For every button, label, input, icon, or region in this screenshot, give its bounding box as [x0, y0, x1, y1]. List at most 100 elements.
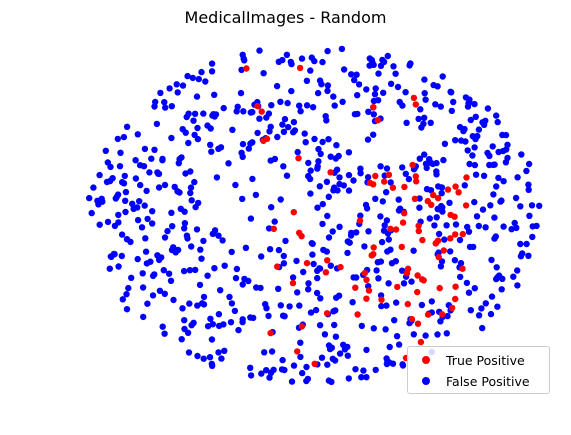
data-point-false-positive: [394, 83, 402, 91]
data-point-false-positive: [170, 296, 177, 304]
data-point-false-positive: [423, 185, 431, 193]
data-point-false-positive: [217, 144, 225, 151]
data-point-false-positive: [325, 234, 333, 241]
data-point-false-positive: [490, 191, 497, 198]
data-point-false-positive: [471, 100, 478, 108]
data-point-false-positive: [303, 102, 311, 109]
data-point-true-positive: [323, 310, 331, 317]
data-point-true-positive: [447, 211, 454, 219]
data-point-false-positive: [288, 87, 295, 95]
data-point-false-positive: [427, 159, 435, 166]
data-point-false-positive: [181, 317, 188, 324]
data-point-true-positive: [354, 311, 361, 318]
data-point-false-positive: [125, 284, 132, 292]
data-point-false-positive: [385, 280, 392, 287]
data-point-true-positive: [448, 304, 456, 312]
data-point-false-positive: [421, 151, 428, 158]
data-point-false-positive: [434, 331, 441, 338]
data-point-false-positive: [462, 138, 469, 145]
data-point-false-positive: [525, 186, 532, 193]
data-point-false-positive: [198, 255, 205, 262]
data-point-false-positive: [194, 352, 201, 360]
data-point-false-positive: [155, 170, 162, 177]
data-point-false-positive: [221, 262, 228, 269]
data-point-false-positive: [443, 330, 450, 337]
data-point-false-positive: [219, 237, 226, 244]
data-point-false-positive: [332, 333, 340, 340]
data-point-false-positive: [374, 259, 381, 266]
data-point-false-positive: [182, 129, 189, 136]
data-point-false-positive: [263, 114, 270, 121]
data-point-false-positive: [340, 66, 348, 73]
data-point-false-positive: [180, 267, 188, 275]
data-point-false-positive: [482, 300, 489, 307]
data-point-false-positive: [149, 292, 157, 299]
data-point-false-positive: [493, 183, 500, 190]
data-point-false-positive: [348, 71, 355, 78]
data-point-true-positive: [404, 300, 411, 308]
data-point-false-positive: [451, 257, 459, 264]
data-point-false-positive: [311, 57, 318, 65]
data-point-false-positive: [428, 298, 435, 305]
data-point-false-positive: [471, 144, 478, 151]
data-point-false-positive: [192, 266, 199, 274]
data-point-false-positive: [290, 362, 298, 369]
data-point-false-positive: [416, 204, 423, 211]
data-point-false-positive: [239, 51, 246, 58]
data-point-false-positive: [491, 235, 498, 242]
data-point-false-positive: [504, 141, 511, 148]
data-point-false-positive: [314, 204, 321, 211]
data-point-true-positive: [409, 161, 416, 169]
data-point-false-positive: [321, 331, 329, 338]
data-point-false-positive: [104, 159, 112, 166]
data-point-true-positive: [459, 230, 466, 238]
data-point-false-positive: [271, 218, 278, 225]
data-point-false-positive: [294, 289, 301, 296]
data-point-false-positive: [148, 155, 155, 162]
data-point-true-positive: [401, 210, 408, 217]
data-point-true-positive: [410, 94, 418, 102]
data-point-false-positive: [434, 205, 442, 213]
data-point-false-positive: [525, 181, 532, 188]
data-point-false-positive: [358, 374, 365, 381]
data-point-false-positive: [497, 198, 504, 205]
data-point-false-positive: [385, 236, 392, 243]
data-point-false-positive: [302, 139, 309, 146]
data-point-false-positive: [328, 344, 335, 351]
data-point-false-positive: [307, 309, 315, 316]
data-point-false-positive: [499, 131, 506, 139]
data-point-false-positive: [242, 244, 250, 251]
data-point-false-positive: [316, 77, 324, 84]
data-point-false-positive: [293, 257, 300, 265]
data-point-true-positive: [298, 323, 306, 330]
data-point-false-positive: [141, 202, 148, 209]
data-point-false-positive: [215, 349, 222, 356]
data-point-false-positive: [529, 223, 536, 230]
data-point-false-positive: [345, 171, 353, 179]
data-point-false-positive: [336, 174, 343, 181]
data-point-false-positive: [395, 196, 402, 203]
data-point-true-positive: [436, 284, 443, 292]
data-point-false-positive: [168, 103, 175, 110]
data-point-false-positive: [319, 220, 326, 228]
data-point-true-positive: [352, 284, 359, 291]
data-point-false-positive: [197, 246, 204, 253]
data-point-false-positive: [444, 312, 451, 320]
data-point-false-positive: [422, 332, 429, 339]
data-point-false-positive: [313, 289, 321, 297]
data-point-false-positive: [151, 146, 158, 153]
data-point-false-positive: [225, 160, 232, 167]
data-point-false-positive: [290, 118, 298, 126]
data-point-false-positive: [457, 273, 464, 281]
data-point-false-positive: [231, 307, 239, 315]
data-point-false-positive: [482, 224, 489, 231]
data-point-false-positive: [464, 223, 471, 231]
data-point-false-positive: [415, 115, 422, 123]
data-point-false-positive: [157, 89, 164, 97]
data-point-false-positive: [168, 209, 175, 216]
data-point-true-positive: [440, 247, 447, 254]
data-point-false-positive: [238, 149, 245, 156]
data-point-false-positive: [363, 346, 370, 354]
data-point-false-positive: [299, 369, 306, 377]
data-point-false-positive: [517, 240, 524, 248]
